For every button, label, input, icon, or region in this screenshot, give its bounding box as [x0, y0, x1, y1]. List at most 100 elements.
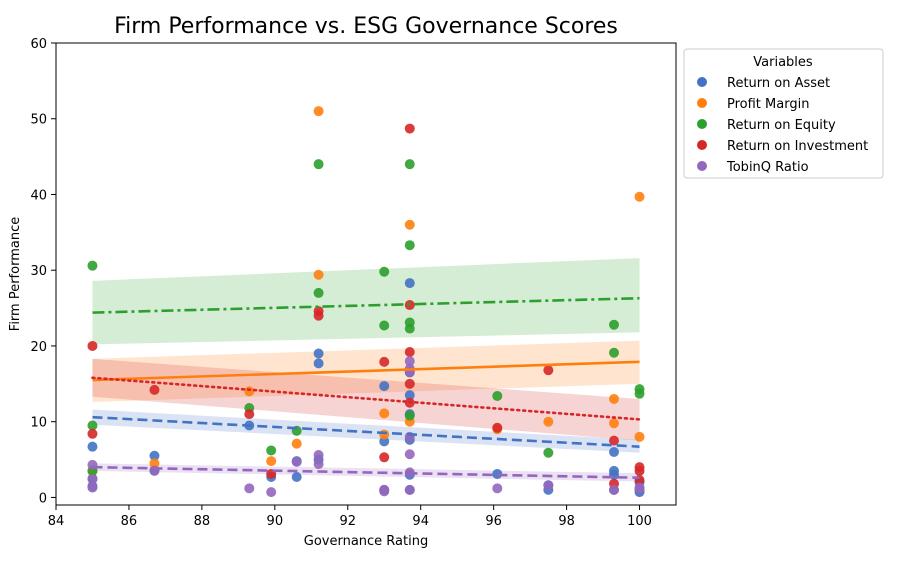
return-on-asset-point: [149, 450, 160, 461]
tobinq-ratio-point: [291, 456, 302, 467]
return-on-investment-point: [404, 123, 415, 134]
return-on-equity-point: [313, 287, 324, 298]
profit-margin-fit-line: [92, 360, 640, 382]
y-tick-label: 10: [30, 416, 47, 431]
y-tick-label: 30: [30, 264, 47, 279]
legend-box: [683, 48, 884, 179]
return-on-equity-confidence-band: [92, 258, 640, 345]
return-on-investment-point: [87, 428, 98, 439]
return-on-asset-point: [492, 468, 503, 479]
return-on-asset-fit-line: [92, 415, 640, 448]
tobinq-ratio-point: [87, 482, 98, 493]
return-on-investment-point: [404, 378, 415, 389]
profit-margin-point: [609, 393, 619, 404]
return-on-investment-legend-marker: [697, 140, 707, 150]
profit-margin-point: [634, 191, 645, 202]
x-axis-label: Governance Rating: [304, 534, 428, 549]
tobinq-ratio-legend-marker: [697, 161, 707, 171]
x-axis-ticks: 84 86 88 90 92 94 96 98 100: [48, 505, 652, 529]
tobinq-ratio-point: [492, 483, 503, 494]
tobinq-ratio-point: [266, 487, 277, 498]
return-on-investment-point: [404, 347, 415, 358]
return-on-investment-fit-line: [91, 376, 641, 421]
return-on-asset-point: [404, 390, 415, 401]
return-on-investment-point: [313, 306, 324, 317]
profit-margin-point: [291, 438, 302, 449]
return-on-equity-legend-marker: [697, 119, 707, 129]
tobinq-ratio-point: [404, 356, 415, 367]
data-points: [87, 106, 645, 498]
x-tick-label: 84: [48, 514, 65, 529]
return-on-investment-point: [543, 365, 554, 376]
x-tick-label: 92: [339, 514, 356, 529]
y-axis-ticks: 0 10 20 30 40 50 60: [30, 37, 56, 506]
y-tick-label: 60: [30, 37, 47, 52]
return-on-asset-point: [404, 278, 415, 289]
x-tick-label: 98: [558, 514, 575, 529]
return-on-equity-point: [404, 410, 415, 421]
return-on-asset-point: [313, 358, 324, 369]
x-tick-label: 90: [267, 514, 284, 529]
profit-margin-legend-label: Profit Margin: [727, 97, 809, 112]
tobinq-ratio-point: [379, 486, 390, 497]
return-on-investment-legend-label: Return on Investment: [727, 139, 868, 154]
profit-margin-point: [634, 431, 645, 442]
return-on-equity-point: [313, 159, 324, 170]
tobinq-ratio-point: [609, 484, 619, 495]
tobinq-ratio-point: [313, 459, 324, 470]
profit-margin-point: [379, 429, 390, 440]
return-on-asset-point: [87, 441, 98, 452]
return-on-investment-point: [609, 435, 619, 446]
return-on-equity-point: [379, 266, 390, 277]
x-tick-label: 86: [121, 514, 138, 529]
return-on-equity-point: [266, 445, 277, 456]
y-axis-label: Firm Performance: [8, 217, 23, 331]
return-on-investment-point: [379, 452, 390, 463]
profit-margin-point: [313, 269, 324, 280]
return-on-equity-point: [404, 323, 415, 334]
profit-margin-point: [244, 386, 255, 397]
legend-items: Return on Asset Profit Margin Return on Eq…: [697, 76, 868, 175]
x-tick-label: 94: [412, 514, 429, 529]
profit-margin-point: [266, 456, 277, 467]
tobinq-ratio-fit-line: [92, 465, 640, 480]
return-on-equity-point: [543, 447, 554, 458]
return-on-investment-point: [379, 356, 390, 367]
tobinq-ratio-point: [634, 482, 645, 493]
profit-margin-legend-marker: [697, 98, 707, 108]
y-tick-label: 50: [30, 113, 47, 128]
tobinq-ratio-legend-label: TobinQ Ratio: [726, 160, 809, 175]
x-tick-label: 96: [485, 514, 502, 529]
return-on-investment-point: [149, 384, 160, 395]
x-tick-label: 100: [627, 514, 652, 529]
profit-margin-point: [404, 219, 415, 230]
return-on-asset-legend-marker: [697, 77, 707, 87]
return-on-equity-point: [379, 320, 390, 331]
return-on-investment-point: [244, 409, 255, 420]
tobinq-ratio-point: [404, 449, 415, 460]
return-on-investment-point: [634, 465, 645, 476]
return-on-asset-point: [313, 348, 324, 359]
tobinq-ratio-point: [87, 474, 98, 485]
return-on-equity-point: [87, 420, 98, 431]
return-on-equity-legend-label: Return on Equity: [727, 118, 836, 133]
profit-margin-point: [149, 458, 160, 469]
profit-margin-point: [379, 408, 390, 419]
return-on-equity-point: [404, 240, 415, 251]
chart-title: Firm Performance vs. ESG Governance Scor…: [114, 14, 618, 39]
return-on-equity-point: [404, 159, 415, 170]
tobinq-ratio-point: [543, 480, 554, 491]
return-on-investment-point: [87, 340, 98, 351]
regression-lines: [91, 296, 641, 480]
profit-margin-point: [609, 418, 619, 429]
return-on-investment-point: [492, 422, 503, 433]
return-on-asset-point: [379, 381, 390, 392]
legend-title: Variables: [753, 55, 813, 70]
return-on-asset-legend-label: Return on Asset: [727, 76, 830, 91]
return-on-asset-point: [609, 446, 619, 457]
tobinq-ratio-point: [404, 484, 415, 495]
return-on-investment-confidence-band: [92, 358, 640, 441]
tobinq-ratio-point: [313, 450, 324, 461]
